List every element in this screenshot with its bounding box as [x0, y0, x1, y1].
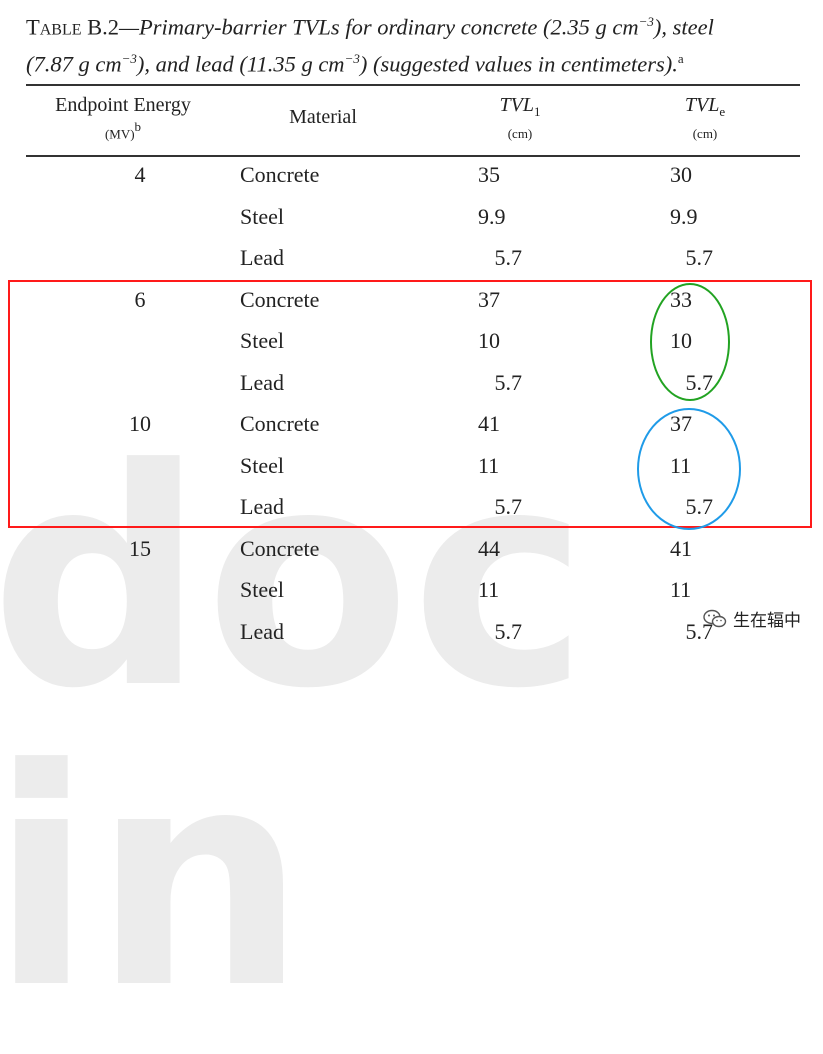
header-energy-note: b — [134, 119, 142, 134]
cell-material: Steel — [240, 328, 284, 353]
cell-tvl1: 5.7 — [494, 369, 523, 395]
cell-material: Steel — [240, 203, 284, 229]
table-caption: Table B.2—Primary-barrier TVLs for ordin… — [26, 6, 806, 79]
cell-energy: 10 — [129, 411, 151, 436]
cell-tvl1: 9.9 — [478, 203, 506, 229]
cell-tvl1: 11 — [478, 577, 500, 602]
cell-material: Concrete — [240, 286, 320, 312]
cell-energy: 4 — [134, 162, 146, 187]
highlight-box-red — [8, 280, 812, 528]
cell-tvle: 11 — [670, 577, 692, 602]
caption-note: a — [677, 50, 684, 66]
header-tvle-label: TVL — [684, 94, 720, 116]
header-energy-line1: Endpoint Energy — [55, 94, 191, 116]
cell-material: Steel — [240, 452, 284, 478]
header-energy: Endpoint Energy (MV)b — [38, 94, 208, 146]
highlight-ellipse-green — [650, 283, 730, 401]
caption-mid2: ), and lead (11.35 g cm — [136, 51, 345, 76]
cell-tvl1: 5.7 — [494, 245, 523, 270]
wechat-account-label: 生在辐中 — [703, 606, 801, 631]
cell-tvle: 30 — [670, 162, 692, 187]
wechat-icon — [703, 609, 727, 627]
cell-tvl1: 5.7 — [494, 494, 523, 519]
cell-energy: 6 — [134, 286, 146, 312]
header-energy-line2: (MV) — [104, 126, 135, 142]
header-tvl1: TVL1 (cm) — [475, 94, 565, 145]
wechat-account-name: 生在辐中 — [733, 611, 801, 631]
cell-material: Lead — [240, 618, 284, 644]
cell-material: Concrete — [240, 411, 320, 436]
table-label: Table B.2 — [26, 14, 120, 40]
header-tvle-sub: e — [719, 104, 726, 119]
caption-exp1: −3 — [638, 14, 654, 29]
cell-material: Lead — [240, 245, 284, 270]
caption-title: Primary-barrier TVLs for ordinary concre… — [139, 14, 639, 40]
highlight-ellipse-blue — [637, 408, 741, 530]
cell-tvl1: 5.7 — [494, 618, 523, 644]
cell-tvle: 5.7 — [685, 245, 714, 270]
cell-tvl1: 11 — [478, 452, 500, 478]
cell-material: Steel — [240, 577, 284, 602]
cell-material: Lead — [240, 494, 284, 519]
header-material: Material — [289, 106, 357, 128]
cell-material: Concrete — [240, 162, 320, 187]
cell-energy: 15 — [129, 535, 151, 561]
cell-tvl1: 10 — [478, 328, 500, 353]
cell-tvl1: 41 — [478, 411, 500, 436]
header-tvle-unit: (cm) — [692, 126, 718, 141]
header-tvl1-sub: 1 — [533, 104, 541, 119]
cell-material: Concrete — [240, 535, 320, 561]
caption-line2: (7.87 g cm — [26, 51, 122, 76]
caption-end: ) (suggested values in centimeters). — [359, 51, 678, 76]
caption-exp3: −3 — [344, 50, 360, 66]
cell-material: Lead — [240, 369, 284, 395]
cell-tvle: 9.9 — [670, 203, 698, 229]
cell-tvl1: 44 — [478, 535, 500, 561]
header-tvle: TVLe (cm) — [660, 94, 750, 145]
header-tvl1-label: TVL — [499, 94, 534, 116]
caption-dash: — — [119, 14, 140, 40]
table-top-rule — [26, 84, 800, 86]
table-header-rule — [26, 155, 800, 157]
caption-mid1: ), steel — [653, 14, 714, 40]
cell-tvl1: 37 — [478, 286, 500, 312]
header-tvl1-unit: (cm) — [507, 126, 533, 141]
caption-exp2: −3 — [121, 50, 137, 66]
cell-tvle: 41 — [670, 535, 692, 561]
cell-tvl1: 35 — [478, 162, 500, 187]
